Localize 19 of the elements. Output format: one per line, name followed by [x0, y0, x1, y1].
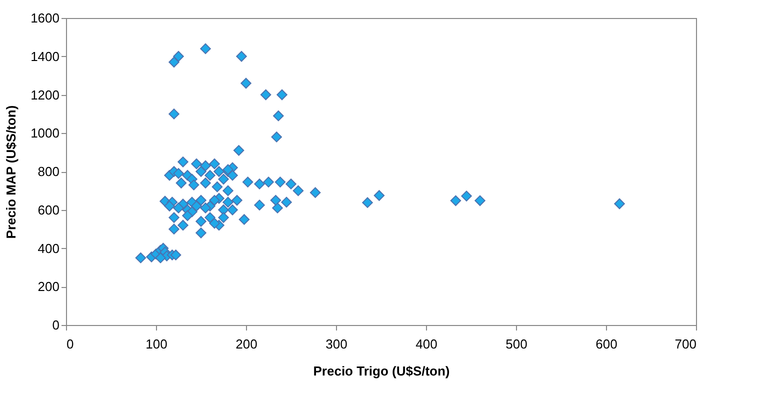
y-tick-label: 800: [38, 164, 60, 179]
x-tick-label: 200: [236, 336, 258, 352]
y-tick-label: 0: [52, 318, 60, 332]
y-tick-label: 200: [38, 279, 60, 294]
x-tick-label: 300: [326, 336, 348, 352]
y-axis-title: Precio MAP (U$S/ton): [4, 105, 19, 239]
y-tick-label: 1200: [30, 87, 60, 102]
x-tick-label: 400: [416, 336, 438, 352]
x-tick-label: 100: [146, 336, 168, 352]
y-tick-label: 1000: [30, 126, 60, 141]
x-axis-title: Precio Trigo (U$S/ton): [313, 364, 450, 378]
x-tick-label: 600: [596, 336, 618, 352]
x-tick-label: 0: [66, 336, 74, 352]
y-tick-label: 400: [38, 240, 60, 256]
y-tick-label: 1400: [30, 48, 60, 64]
y-tick-label: 600: [38, 202, 60, 218]
x-tick-label: 700: [674, 336, 696, 352]
x-tick-label: 500: [506, 336, 528, 352]
y-tick-label: 1600: [30, 10, 60, 26]
